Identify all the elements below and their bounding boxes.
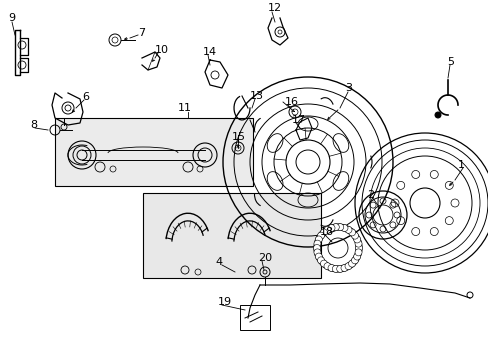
Text: 14: 14 bbox=[203, 47, 217, 57]
Circle shape bbox=[317, 257, 324, 264]
Circle shape bbox=[353, 253, 360, 260]
Circle shape bbox=[345, 263, 351, 270]
Text: 6: 6 bbox=[82, 92, 89, 102]
Text: 1: 1 bbox=[457, 160, 464, 170]
Bar bbox=[240, 305, 269, 330]
Text: 7: 7 bbox=[138, 28, 145, 38]
Circle shape bbox=[317, 232, 324, 239]
Circle shape bbox=[315, 253, 322, 260]
Circle shape bbox=[327, 265, 334, 271]
Text: 10: 10 bbox=[155, 45, 169, 55]
Circle shape bbox=[353, 236, 360, 243]
Circle shape bbox=[351, 232, 358, 239]
Circle shape bbox=[336, 224, 343, 231]
Circle shape bbox=[355, 244, 362, 252]
Circle shape bbox=[332, 224, 339, 231]
Circle shape bbox=[313, 249, 320, 256]
Circle shape bbox=[332, 265, 339, 273]
Circle shape bbox=[348, 260, 355, 267]
Circle shape bbox=[345, 226, 351, 233]
Text: 17: 17 bbox=[291, 115, 305, 125]
Text: 4: 4 bbox=[215, 257, 222, 267]
Circle shape bbox=[313, 244, 320, 252]
Text: 16: 16 bbox=[285, 97, 298, 107]
Text: 13: 13 bbox=[249, 91, 264, 101]
Bar bbox=[55, 118, 252, 186]
Circle shape bbox=[354, 249, 361, 256]
Circle shape bbox=[320, 260, 327, 267]
Circle shape bbox=[324, 226, 330, 233]
Text: 19: 19 bbox=[218, 297, 232, 307]
Circle shape bbox=[340, 225, 347, 231]
Circle shape bbox=[351, 257, 358, 264]
Text: 5: 5 bbox=[446, 57, 453, 67]
Text: 2: 2 bbox=[366, 190, 373, 200]
Text: 8: 8 bbox=[30, 120, 37, 130]
Text: 3: 3 bbox=[345, 83, 351, 93]
Circle shape bbox=[313, 240, 320, 247]
Bar bbox=[142, 193, 320, 278]
Circle shape bbox=[315, 236, 322, 243]
Text: 12: 12 bbox=[267, 3, 282, 13]
Circle shape bbox=[320, 229, 327, 236]
Text: 18: 18 bbox=[319, 227, 333, 237]
Circle shape bbox=[348, 229, 355, 236]
Text: 9: 9 bbox=[8, 13, 15, 23]
Circle shape bbox=[354, 240, 361, 247]
Text: 15: 15 bbox=[231, 132, 245, 142]
Circle shape bbox=[324, 263, 330, 270]
Circle shape bbox=[327, 225, 334, 231]
Text: 11: 11 bbox=[178, 103, 192, 113]
Circle shape bbox=[336, 265, 343, 273]
Text: 20: 20 bbox=[258, 253, 271, 263]
Circle shape bbox=[434, 112, 440, 118]
Circle shape bbox=[340, 265, 347, 271]
